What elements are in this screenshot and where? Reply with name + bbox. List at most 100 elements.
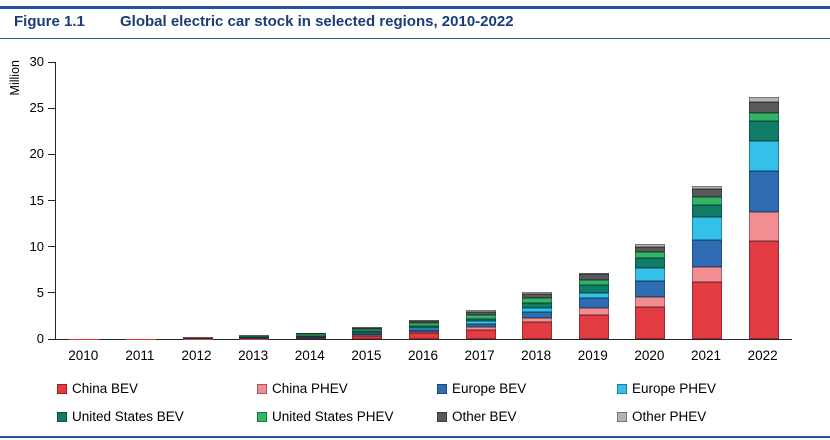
segment-other-bev-2013 [239,335,270,337]
legend-label-united-states-bev: United States BEV [72,409,184,424]
legend: China BEV China PHEV Europe BEV Europe PHEV… [57,381,820,424]
x-label-2019: 2019 [577,348,608,363]
segment-europe-bev-2021 [692,240,722,267]
legend-marker-europe-bev-icon [437,383,447,394]
bar-2020 [635,243,666,339]
bar-slot-2010 [56,62,113,339]
x-label-2015: 2015 [351,348,382,363]
legend-item-china-bev: China BEV [57,381,257,396]
segment-china-phev-2017 [465,327,496,330]
segment-china-bev-2022 [748,241,779,339]
segment-europe-phev-2017 [465,321,496,325]
legend-marker-china-phev-icon [257,383,267,394]
bar-2019 [578,272,609,339]
segment-united-states-phev-2014 [295,334,326,336]
legend-label-other-bev: Other BEV [452,409,517,424]
y-tick-mark-20 [48,153,55,155]
segment-united-states-bev-2016 [408,325,439,328]
x-label-2012: 2012 [181,348,212,363]
x-label-2010: 2010 [68,348,99,363]
segment-other-bev-2016 [408,321,439,323]
bar-slot-2020 [622,62,679,339]
legend-item-other-phev: Other PHEV [617,409,820,424]
segment-europe-phev-2015 [352,332,383,334]
bar-slot-2011 [113,62,170,339]
y-tick-mark-5 [48,292,55,294]
segment-other-phev-2015 [352,327,383,328]
legend-marker-other-bev-icon [437,411,447,422]
segment-china-phev-2020 [635,297,666,307]
figure-number: Figure 1.1 [14,13,85,30]
segment-united-states-phev-2019 [578,279,609,285]
y-tick-label-25: 25 [29,100,44,116]
y-tick-mark-0 [48,338,55,340]
segment-europe-bev-2022 [748,170,779,212]
bar-2013 [239,335,270,339]
x-label-2022: 2022 [747,348,778,363]
segment-united-states-bev-2020 [635,258,666,269]
bar-slot-2018 [509,62,566,339]
segment-europe-bev-2015 [352,333,383,336]
x-axis-labels: 2010 2011 2012 2013 2014 2015 2016 2017 2018 2019… [55,348,791,363]
legend-marker-united-states-phev-icon [257,411,267,422]
segment-other-bev-2019 [578,274,609,280]
legend-marker-united-states-bev-icon [57,411,67,422]
y-tick-label-0: 0 [36,331,44,346]
segment-europe-bev-2017 [465,324,496,328]
segment-other-bev-2017 [465,311,496,315]
segment-europe-phev-2021 [692,217,722,241]
segment-europe-bev-2018 [522,312,553,318]
x-label-2014: 2014 [294,348,325,363]
segment-other-phev-2019 [578,272,609,275]
legend-item-united-states-phev: United States PHEV [257,409,437,424]
segment-china-bev-2018 [522,322,553,339]
y-tick-label-30: 30 [29,54,44,69]
segment-united-states-bev-2021 [692,204,722,218]
bar-2014 [295,332,326,339]
y-tick-label-5: 5 [36,284,44,300]
segment-united-states-bev-2015 [352,331,383,333]
bar-slot-2021 [679,62,736,339]
segment-united-states-bev-2014 [295,335,326,337]
bar-2022 [748,97,779,339]
x-label-2018: 2018 [521,348,552,363]
segment-china-bev-2015 [352,336,383,339]
segment-china-phev-2016 [408,331,439,334]
stacked-bar-chart: Million 2010 2011 2012 2013 2014 2015 2016 2017… [0,42,830,377]
x-label-2021: 2021 [690,348,722,363]
bar-slot-2019 [565,62,622,339]
plot-area [55,62,792,340]
segment-other-phev-2018 [522,292,553,294]
segment-china-bev-2017 [465,329,496,339]
legend-marker-europe-phev-icon [617,383,627,394]
segment-united-states-phev-2015 [352,329,383,332]
segment-other-phev-2021 [692,185,722,190]
legend-item-europe-phev: Europe PHEV [617,381,820,396]
header-rule [0,38,830,39]
segment-europe-bev-2019 [578,298,609,308]
segment-europe-phev-2014 [295,336,326,338]
segment-other-phev-2017 [465,310,496,312]
segment-other-bev-2015 [352,327,383,330]
segment-united-states-bev-2019 [578,284,609,293]
x-label-2016: 2016 [407,348,438,363]
segment-united-states-phev-2016 [408,322,439,326]
segment-china-bev-2016 [408,333,439,339]
segment-china-phev-2022 [748,211,779,242]
legend-label-other-phev: Other PHEV [632,409,707,424]
y-tick-mark-10 [48,246,55,248]
segment-other-bev-2014 [295,333,326,335]
bar-slot-2016 [396,62,453,339]
bar-slot-2014 [282,62,339,339]
y-tick-label-15: 15 [29,192,44,208]
legend-item-united-states-bev: United States BEV [57,409,257,424]
bar-slot-2022 [735,62,792,339]
segment-united-states-phev-2017 [465,314,496,319]
segment-europe-phev-2019 [578,292,609,299]
segment-other-bev-2022 [748,101,779,113]
segment-united-states-bev-2013 [239,337,270,339]
x-label-2020: 2020 [634,348,665,363]
x-label-2011: 2011 [125,348,155,363]
segment-europe-phev-2016 [408,327,439,330]
